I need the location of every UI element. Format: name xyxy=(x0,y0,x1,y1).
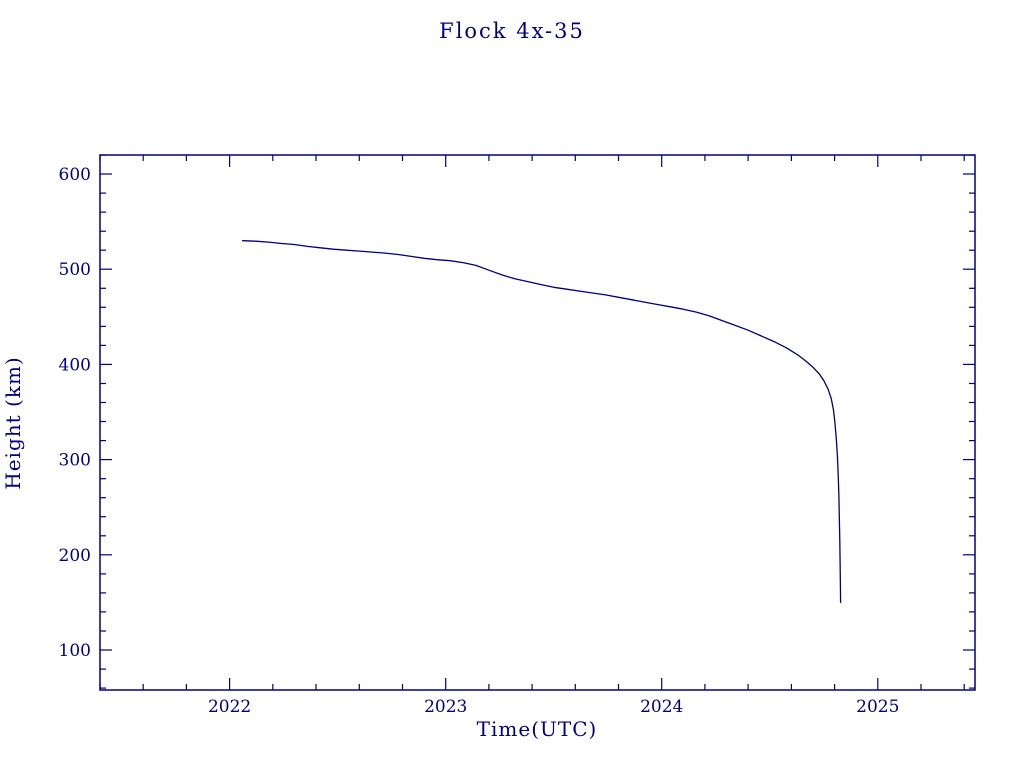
y-tick-label: 500 xyxy=(59,260,91,280)
plot-frame xyxy=(99,154,976,691)
chart-title: Flock 4x-35 xyxy=(439,19,585,43)
y-tick-label: 600 xyxy=(59,165,91,185)
y-tick-label: 300 xyxy=(59,451,91,471)
y-ticks xyxy=(100,154,975,689)
x-axis-label: Time(UTC) xyxy=(477,717,598,741)
x-tick-label: 2022 xyxy=(208,697,251,717)
plot-area: 2022 2023 2024 2025 100 200 300 400 500 600 xyxy=(59,154,976,717)
y-axis-label: Height (km) xyxy=(1,356,25,489)
height-decay-line xyxy=(241,240,842,604)
x-ticks xyxy=(99,155,965,690)
y-tick-label: 200 xyxy=(59,546,91,566)
x-tick-label: 2023 xyxy=(424,697,467,717)
x-tick-label: 2024 xyxy=(640,697,683,717)
y-tick-label: 100 xyxy=(59,641,91,661)
x-tick-label: 2025 xyxy=(856,697,899,717)
y-tick-label: 400 xyxy=(59,355,91,375)
